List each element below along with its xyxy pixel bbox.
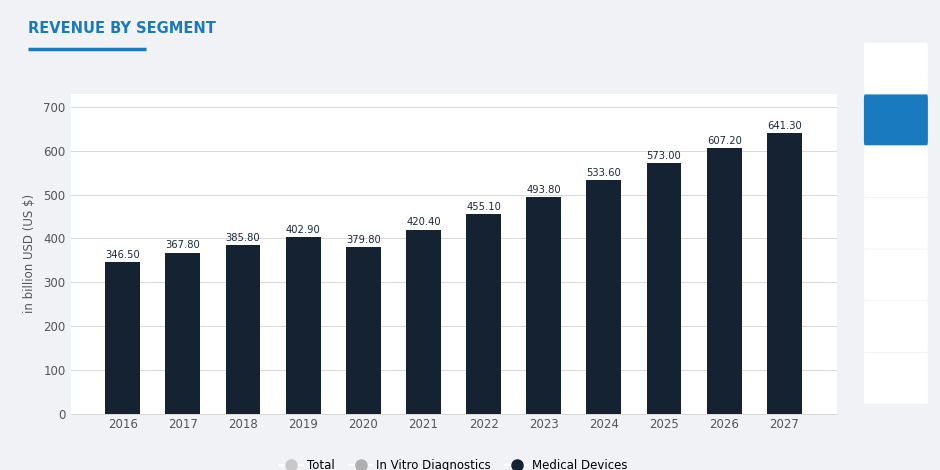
FancyBboxPatch shape <box>864 353 928 404</box>
Text: 420.40: 420.40 <box>406 217 441 227</box>
Text: 533.60: 533.60 <box>587 168 621 178</box>
Bar <box>105 262 140 414</box>
Legend: Total, In Vitro Diagnostics, Medical Devices: Total, In Vitro Diagnostics, Medical Dev… <box>274 454 633 470</box>
FancyBboxPatch shape <box>864 301 928 352</box>
Bar <box>346 247 381 414</box>
Bar <box>466 214 501 414</box>
Bar <box>526 197 561 414</box>
Bar <box>767 133 802 414</box>
Y-axis label: in billion USD (US $): in billion USD (US $) <box>24 194 37 313</box>
Text: 641.30: 641.30 <box>767 121 802 131</box>
Bar <box>647 163 682 414</box>
Text: 493.80: 493.80 <box>526 185 561 195</box>
FancyBboxPatch shape <box>864 198 928 249</box>
Text: 402.90: 402.90 <box>286 225 321 235</box>
FancyBboxPatch shape <box>864 94 928 145</box>
Text: 573.00: 573.00 <box>647 150 682 161</box>
Bar <box>587 180 621 414</box>
Text: 367.80: 367.80 <box>165 240 200 251</box>
Text: 346.50: 346.50 <box>105 250 140 260</box>
FancyBboxPatch shape <box>864 250 928 300</box>
Bar <box>406 229 441 414</box>
Text: 455.10: 455.10 <box>466 202 501 212</box>
FancyBboxPatch shape <box>864 43 928 94</box>
Text: REVENUE BY SEGMENT: REVENUE BY SEGMENT <box>28 21 216 36</box>
Bar <box>165 252 200 414</box>
Bar <box>707 148 742 414</box>
Text: 607.20: 607.20 <box>707 135 742 146</box>
Bar <box>226 245 260 414</box>
FancyBboxPatch shape <box>864 146 928 197</box>
Text: 385.80: 385.80 <box>226 233 260 243</box>
Bar <box>286 237 321 414</box>
Text: 379.80: 379.80 <box>346 235 381 245</box>
